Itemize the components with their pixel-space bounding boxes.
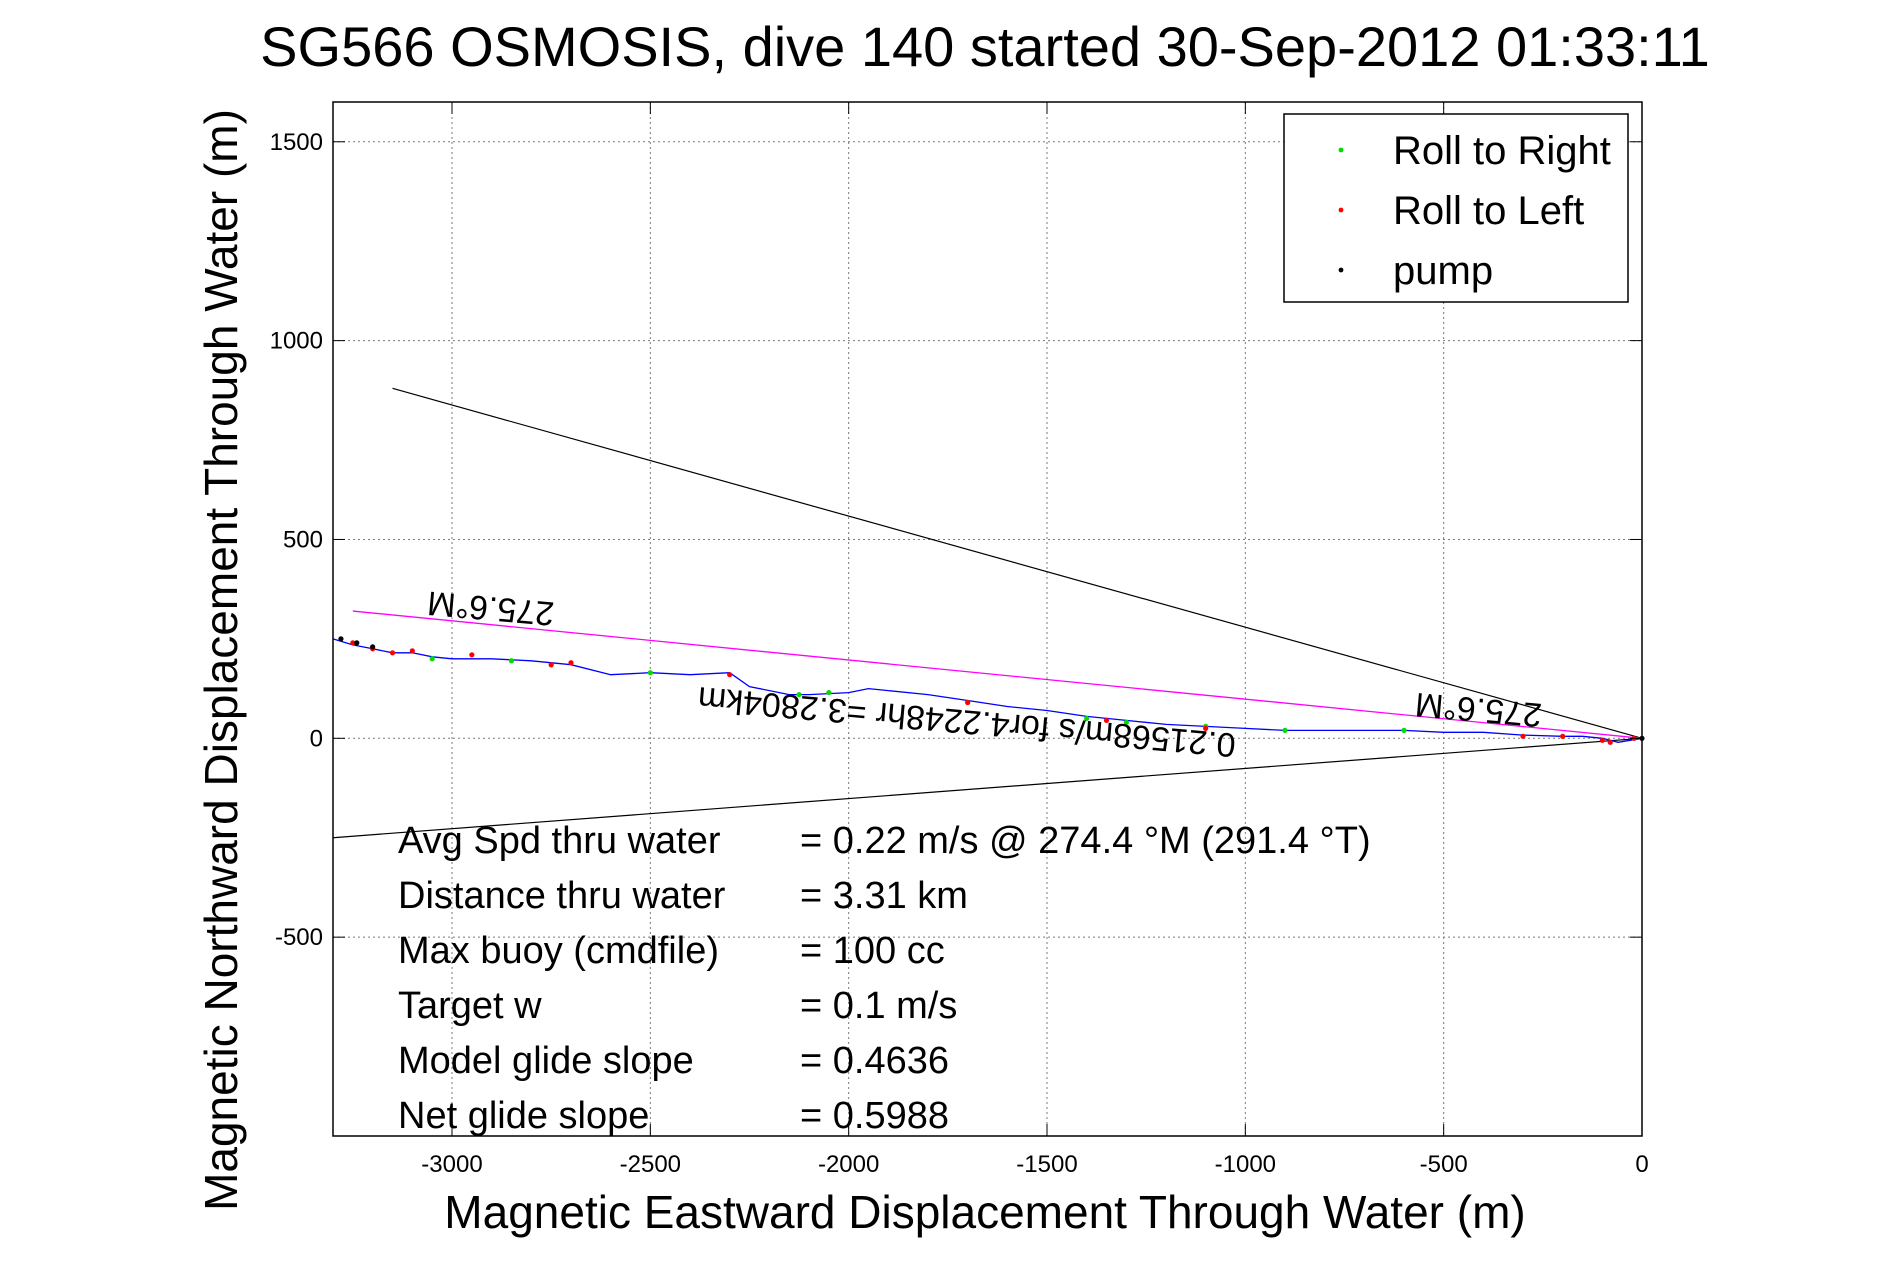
- pump-point: [354, 640, 360, 646]
- legend-marker: [1338, 207, 1344, 213]
- roll-left-point: [1607, 739, 1613, 745]
- roll-left-point: [1560, 733, 1566, 739]
- tick-layer: -3000 -2500 -2000 -1500 -1000 -500 0 -500 0 500 10…: [270, 102, 1649, 1178]
- roll-left-point: [548, 662, 554, 668]
- x-tick-label: -2500: [620, 1151, 681, 1178]
- stat-value: = 0.4636: [800, 1040, 949, 1082]
- roll-left-point: [469, 652, 475, 658]
- stat-value: = 100 cc: [800, 930, 945, 972]
- track-layer: [332, 638, 1643, 743]
- roll-left-point: [350, 640, 356, 646]
- heading-annotation: 275.6°M: [426, 584, 556, 633]
- y-tick-label: 1000: [270, 328, 323, 355]
- roll-right-point: [796, 691, 802, 698]
- x-tick-label: -1500: [1016, 1151, 1077, 1178]
- x-tick-label: -500: [1420, 1151, 1468, 1178]
- stat-label: Distance thru water: [398, 875, 726, 917]
- stat-value: = 0.22 m/s @ 274.4 °M (291.4 °T): [800, 820, 1371, 862]
- stats-block: Avg Spd thru water = 0.22 m/s @ 274.4 °M …: [398, 820, 1371, 1137]
- x-tick-label: -1000: [1215, 1151, 1276, 1178]
- x-tick-label: -3000: [421, 1151, 482, 1178]
- roll-left-point: [727, 672, 733, 678]
- y-tick-label: -500: [275, 924, 323, 951]
- track-line: [332, 638, 1643, 743]
- roll-left-point: [1599, 737, 1605, 743]
- cone-line-lower: [332, 737, 1643, 839]
- y-tick-label: 500: [283, 526, 323, 553]
- roll-left-point: [568, 660, 574, 666]
- legend-label: pump: [1393, 249, 1493, 293]
- heading-line: [352, 610, 1643, 739]
- roll-left-point: [1203, 725, 1209, 731]
- point-layer: [338, 636, 1645, 745]
- roll-right-point: [826, 689, 832, 696]
- stat-value: = 0.1 m/s: [800, 985, 957, 1027]
- stat-label: Avg Spd thru water: [398, 820, 721, 862]
- y-axis-label: Magnetic Northward Displacement Through …: [195, 109, 247, 1211]
- legend-marker: [1338, 267, 1344, 273]
- roll-right-point: [508, 658, 515, 664]
- pump-point: [370, 644, 376, 650]
- heading-annotation: 0.21568m/s for4.2248hr =3.2804km: [696, 679, 1237, 764]
- y-tick-label: 0: [310, 725, 323, 752]
- reference-lines: [332, 387, 1643, 839]
- roll-right-point: [647, 670, 653, 676]
- plot-frame: [332, 101, 1643, 1137]
- x-axis-label: Magnetic Eastward Displacement Through W…: [444, 1186, 1525, 1238]
- legend-label: Roll to Left: [1393, 189, 1584, 233]
- stat-value: = 0.5988: [800, 1095, 949, 1137]
- legend: Roll to Right Roll to Left pump: [1283, 113, 1629, 303]
- roll-left-point: [389, 650, 396, 656]
- roll-right-point: [1123, 719, 1129, 726]
- roll-left-point: [409, 648, 415, 654]
- chart-title: SG566 OSMOSIS, dive 140 started 30-Sep-2…: [260, 15, 1710, 78]
- roll-left-point: [965, 699, 971, 706]
- roll-right-point: [1401, 727, 1407, 733]
- y-tick-label: 1500: [270, 129, 323, 156]
- stat-value: = 3.31 km: [800, 875, 968, 917]
- roll-left-point: [1520, 733, 1526, 739]
- stat-label: Target w: [398, 985, 542, 1027]
- roll-right-point: [1282, 727, 1288, 733]
- roll-left-point: [1103, 717, 1110, 724]
- x-tick-label: 0: [1635, 1151, 1648, 1178]
- stat-label: Net glide slope: [398, 1095, 649, 1137]
- heading-annotation: 275.6°M: [1414, 685, 1544, 734]
- legend-label: Roll to Right: [1393, 129, 1611, 173]
- stat-label: Model glide slope: [398, 1040, 694, 1082]
- roll-right-point: [1084, 715, 1090, 722]
- legend-marker: [1338, 147, 1344, 153]
- roll-right-point: [429, 656, 435, 662]
- pump-point: [338, 636, 344, 642]
- stat-label: Max buoy (cmdfile): [398, 930, 719, 972]
- cone-line-upper: [392, 387, 1643, 739]
- x-tick-label: -2000: [818, 1151, 879, 1178]
